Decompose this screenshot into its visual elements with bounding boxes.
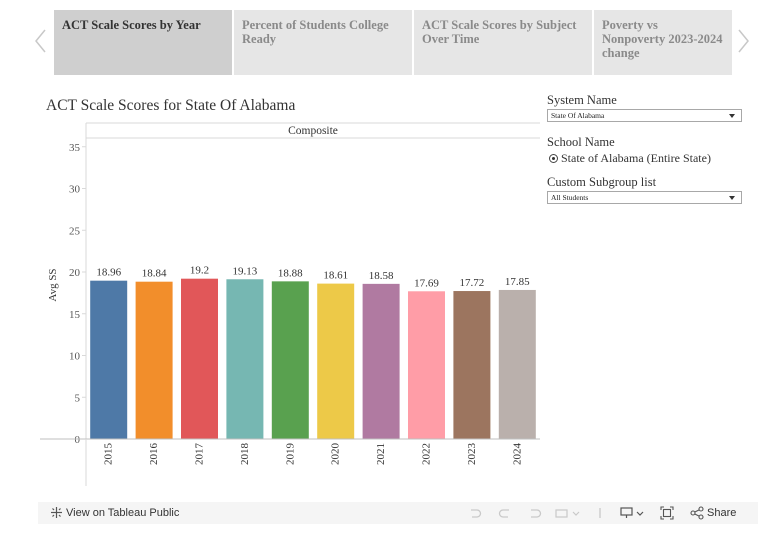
y-tick-label: 0 xyxy=(75,434,81,446)
x-tick-label: 2022 xyxy=(421,443,433,465)
x-tick-label: 2016 xyxy=(148,443,160,466)
fullscreen-icon[interactable] xyxy=(660,506,674,525)
tableau-toolbar: View on Tableau Public Share xyxy=(38,502,758,524)
y-tick-label: 5 xyxy=(75,392,81,404)
tab-prev-arrow[interactable] xyxy=(34,28,48,54)
chevron-left-icon xyxy=(35,29,46,53)
bar xyxy=(317,283,355,439)
bar xyxy=(181,278,218,439)
chart-title: ACT Scale Scores for State Of Alabama xyxy=(46,97,296,114)
caret-down-icon xyxy=(729,196,735,200)
panel-header: Composite xyxy=(288,125,338,137)
bar-value-label: 17.69 xyxy=(414,277,439,289)
system-name-label: System Name xyxy=(547,93,617,107)
bar-value-label: 18.61 xyxy=(323,270,348,282)
redo-icon[interactable] xyxy=(498,506,512,525)
system-name-value: State Of Alabama xyxy=(551,111,605,120)
x-tick-label: 2019 xyxy=(284,443,296,466)
tab-bar: ACT Scale Scores by Year Percent of Stud… xyxy=(54,10,732,75)
bar xyxy=(453,291,491,439)
device-layout-icon[interactable] xyxy=(620,506,646,525)
subgroup-dropdown[interactable]: All Students xyxy=(547,191,742,204)
tab-label: Percent of Students College Ready xyxy=(242,18,389,46)
tab-label: ACT Scale Scores by Year xyxy=(62,18,201,32)
bar-value-label: 17.72 xyxy=(460,277,485,289)
tab-next-arrow[interactable] xyxy=(736,28,750,54)
x-tick-label: 2020 xyxy=(330,443,342,466)
x-tick-label: 2024 xyxy=(511,443,523,466)
tab-poverty-vs-nonpoverty[interactable]: Poverty vs Nonpoverty 2023-2024 change xyxy=(594,10,732,75)
system-name-dropdown[interactable]: State Of Alabama xyxy=(547,109,742,122)
revert-icon[interactable] xyxy=(528,506,542,525)
bar-value-label: 19.2 xyxy=(190,265,209,277)
x-tick-label: 2023 xyxy=(466,443,478,466)
x-tick-label: 2018 xyxy=(239,443,251,466)
y-tick-label: 35 xyxy=(69,142,81,154)
x-tick-label: 2015 xyxy=(103,443,115,466)
bar-value-label: 18.58 xyxy=(369,270,394,282)
x-tick-label: 2017 xyxy=(194,443,206,466)
y-tick-label: 15 xyxy=(69,309,81,321)
subgroup-value: All Students xyxy=(551,193,589,202)
bar xyxy=(498,289,536,439)
bar-value-label: 17.85 xyxy=(505,276,530,288)
y-axis-title: Avg SS xyxy=(47,268,59,301)
bar xyxy=(362,283,400,439)
x-tick-label: 2021 xyxy=(375,443,387,465)
bar-value-label: 18.96 xyxy=(96,267,121,279)
school-name-value: State of Alabama (Entire State) xyxy=(561,151,711,165)
bar-chart: Composite 0 5 10 15 20 25 30 35 Avg SS 18.96 2015 18… xyxy=(40,122,540,486)
y-tick-label: 30 xyxy=(69,184,81,196)
school-name-radio-option[interactable]: State of Alabama (Entire State) xyxy=(549,151,711,166)
radio-selected-icon xyxy=(549,154,558,163)
pause-updates-icon[interactable] xyxy=(555,506,581,525)
bar-value-label: 18.84 xyxy=(142,268,167,280)
y-tick-label: 10 xyxy=(69,351,81,363)
chevron-right-icon xyxy=(738,29,749,53)
bar-value-label: 18.88 xyxy=(278,267,303,279)
school-name-label: School Name xyxy=(547,135,615,149)
subgroup-label: Custom Subgroup list xyxy=(547,175,657,189)
share-icon[interactable] xyxy=(690,506,704,525)
tab-label: Poverty vs Nonpoverty 2023-2024 change xyxy=(602,18,723,60)
y-tick-label: 25 xyxy=(69,225,81,237)
tableau-logo-icon xyxy=(50,506,63,524)
view-on-tableau-link[interactable]: View on Tableau Public xyxy=(66,507,180,519)
bar xyxy=(90,280,128,439)
undo-icon[interactable] xyxy=(468,506,482,525)
caret-down-icon xyxy=(729,114,735,118)
bar-value-label: 19.13 xyxy=(233,265,258,277)
bar xyxy=(135,281,173,439)
tab-label: ACT Scale Scores by Subject Over Time xyxy=(422,18,577,46)
tab-act-scale-scores-by-year[interactable]: ACT Scale Scores by Year xyxy=(54,10,234,75)
share-button[interactable]: Share xyxy=(707,507,737,519)
tab-scores-by-subject[interactable]: ACT Scale Scores by Subject Over Time xyxy=(414,10,594,75)
bar xyxy=(226,279,264,439)
y-tick-label: 20 xyxy=(69,267,81,279)
bar xyxy=(408,291,445,439)
bar xyxy=(271,281,309,439)
tab-percent-college-ready[interactable]: Percent of Students College Ready xyxy=(234,10,414,75)
toolbar-divider xyxy=(599,506,601,525)
